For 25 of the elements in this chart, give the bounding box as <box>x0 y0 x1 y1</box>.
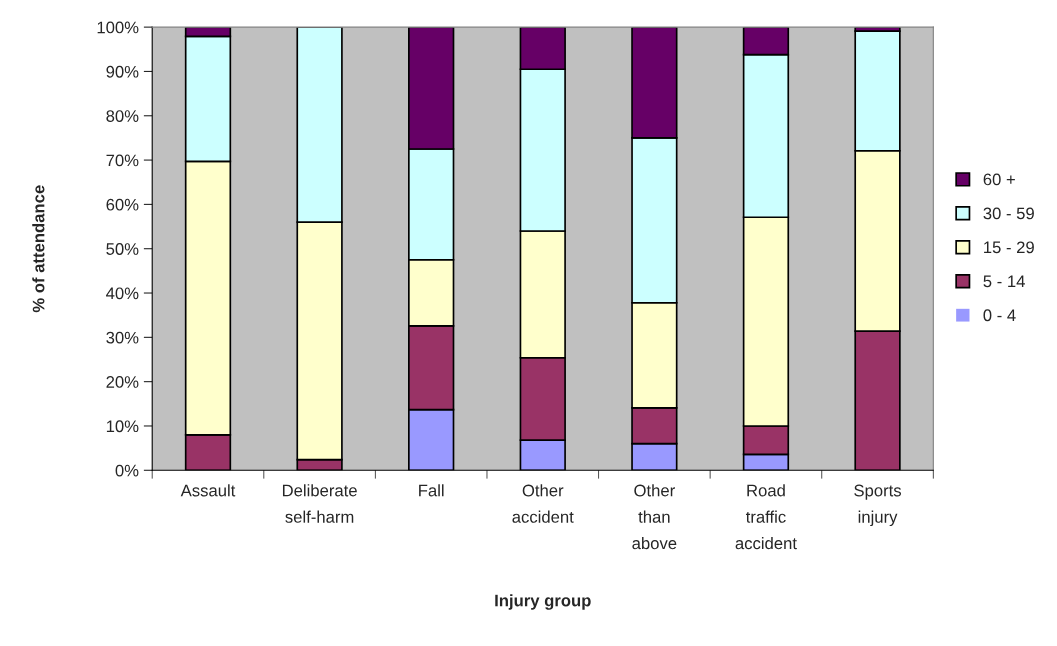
x-tick-label: Sports injury <box>854 484 902 527</box>
legend-label: 5 - 14 <box>983 275 1025 288</box>
y-tick-label: 100% <box>97 21 139 34</box>
legend-label: 15 - 29 <box>984 241 1034 254</box>
y-tick-label: 30% <box>106 331 139 344</box>
legend-label: 30 - 59 <box>983 207 1034 220</box>
y-tick-label: 90% <box>106 65 139 78</box>
y-tick-label: 10% <box>106 420 139 433</box>
y-tick-label: 80% <box>106 110 139 122</box>
x-tick-label: Deliberate self-harm <box>282 484 357 523</box>
y-tick-label: 0% <box>115 464 139 477</box>
y-axis-title: % of attendance <box>32 185 45 313</box>
legend-label: 0 - 4 <box>983 309 1016 322</box>
y-tick-label: 20% <box>106 376 139 388</box>
x-tick-label: Assault <box>180 484 236 497</box>
y-tick-label: 40% <box>106 287 139 300</box>
x-tick-label: Fall <box>419 484 444 497</box>
x-tick-label: Road traffic accident <box>735 484 797 550</box>
x-tick-label: Other than above <box>632 484 677 550</box>
x-tick-label: Other accident <box>512 484 574 523</box>
legend-label: 60 + <box>983 173 1015 186</box>
y-tick-label: 50% <box>106 243 139 255</box>
y-tick-label: 70% <box>106 154 139 167</box>
x-axis-title: Injury group <box>495 594 591 610</box>
y-tick-label: 60% <box>106 198 139 211</box>
